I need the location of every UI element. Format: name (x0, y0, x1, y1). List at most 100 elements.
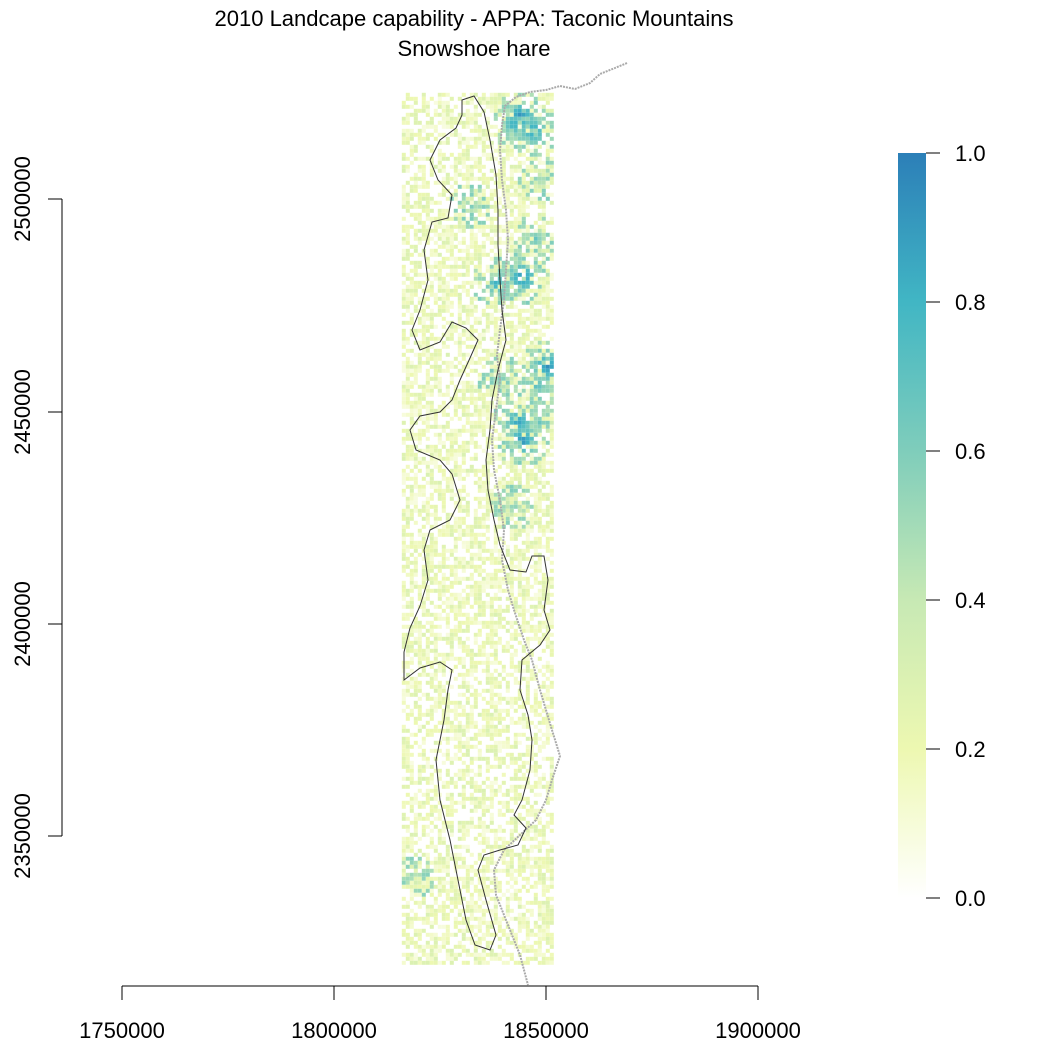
raster-cell (457, 864, 462, 869)
raster-cell (549, 668, 554, 673)
raster-cell (457, 532, 462, 537)
raster-cell (529, 668, 534, 673)
raster-cell (445, 700, 450, 705)
raster-cell (489, 748, 494, 753)
raster-cell (425, 212, 430, 217)
raster-cell (437, 908, 442, 913)
raster-cell (509, 808, 514, 813)
raster-cell (405, 740, 410, 745)
raster-cell (549, 96, 554, 101)
raster-cell (425, 612, 430, 617)
raster-cell (445, 212, 450, 217)
raster-cell (481, 804, 486, 809)
raster-cell (473, 536, 478, 541)
raster-cell (437, 100, 442, 105)
raster-cell (521, 324, 526, 329)
raster-cell (461, 724, 466, 729)
raster-cell (465, 828, 470, 833)
raster-cell (425, 376, 430, 381)
raster-cell (409, 916, 414, 921)
raster-cell (485, 360, 490, 365)
raster-cell (465, 740, 470, 745)
raster-cell (517, 212, 522, 217)
raster-cell (533, 624, 538, 629)
raster-cell (545, 168, 550, 173)
raster-cell (429, 600, 434, 605)
raster-cell (497, 140, 502, 145)
raster-cell (533, 580, 538, 585)
raster-cell (493, 328, 498, 333)
raster-cell (545, 480, 550, 485)
raster-cell (449, 700, 454, 705)
raster-cell (445, 896, 450, 901)
raster-cell (401, 752, 406, 757)
raster-cell (409, 468, 414, 473)
raster-cell (465, 208, 470, 213)
raster-cell (417, 588, 422, 593)
raster-cell (437, 684, 442, 689)
raster-cell (473, 388, 478, 393)
raster-cell (417, 708, 422, 713)
raster-cell (489, 792, 494, 797)
raster-cell (473, 216, 478, 221)
raster-cell (441, 132, 446, 137)
raster-cell (401, 624, 406, 629)
raster-cell (465, 472, 470, 477)
raster-cell (477, 548, 482, 553)
raster-cell (445, 328, 450, 333)
raster-cell (425, 532, 430, 537)
raster-cell (445, 636, 450, 641)
raster-cell (529, 472, 534, 477)
raster-cell (493, 712, 498, 717)
raster-cell (489, 320, 494, 325)
raster-cell (501, 848, 506, 853)
raster-cell (401, 544, 406, 549)
raster-cell (485, 268, 490, 273)
raster-cell (437, 588, 442, 593)
raster-cell (493, 832, 498, 837)
raster-cell (489, 608, 494, 613)
raster-cell (537, 316, 542, 321)
raster-cell (525, 808, 530, 813)
raster-cell (505, 572, 510, 577)
raster-cell (409, 648, 414, 653)
raster-cell (429, 576, 434, 581)
raster-cell (549, 388, 554, 393)
raster-cell (477, 592, 482, 597)
raster-cell (489, 676, 494, 681)
raster-cell (533, 664, 538, 669)
raster-cell (501, 96, 506, 101)
raster-cell (417, 872, 422, 877)
raster-cell (429, 560, 434, 565)
raster-cell (533, 292, 538, 297)
raster-cell (453, 676, 458, 681)
raster-cell (413, 100, 418, 105)
raster-cell (453, 916, 458, 921)
raster-cell (429, 400, 434, 405)
raster-cell (513, 784, 518, 789)
raster-cell (405, 368, 410, 373)
raster-cell (481, 900, 486, 905)
raster-cell (481, 504, 486, 509)
raster-cell (493, 640, 498, 645)
raster-cell (401, 728, 406, 733)
raster-cell (417, 320, 422, 325)
raster-cell (453, 456, 458, 461)
raster-cell (485, 760, 490, 765)
raster-cell (525, 440, 530, 445)
raster-cell (493, 788, 498, 793)
raster-cell (477, 504, 482, 509)
raster-cell (521, 784, 526, 789)
raster-cell (501, 772, 506, 777)
raster-cell (525, 284, 530, 289)
raster-cell (509, 504, 514, 509)
raster-cell (453, 628, 458, 633)
raster-cell (513, 556, 518, 561)
raster-cell (437, 280, 442, 285)
raster-cell (473, 420, 478, 425)
raster-cell (457, 620, 462, 625)
raster-cell (545, 820, 550, 825)
raster-cell (533, 128, 538, 133)
raster-cell (457, 160, 462, 165)
raster-cell (417, 284, 422, 289)
